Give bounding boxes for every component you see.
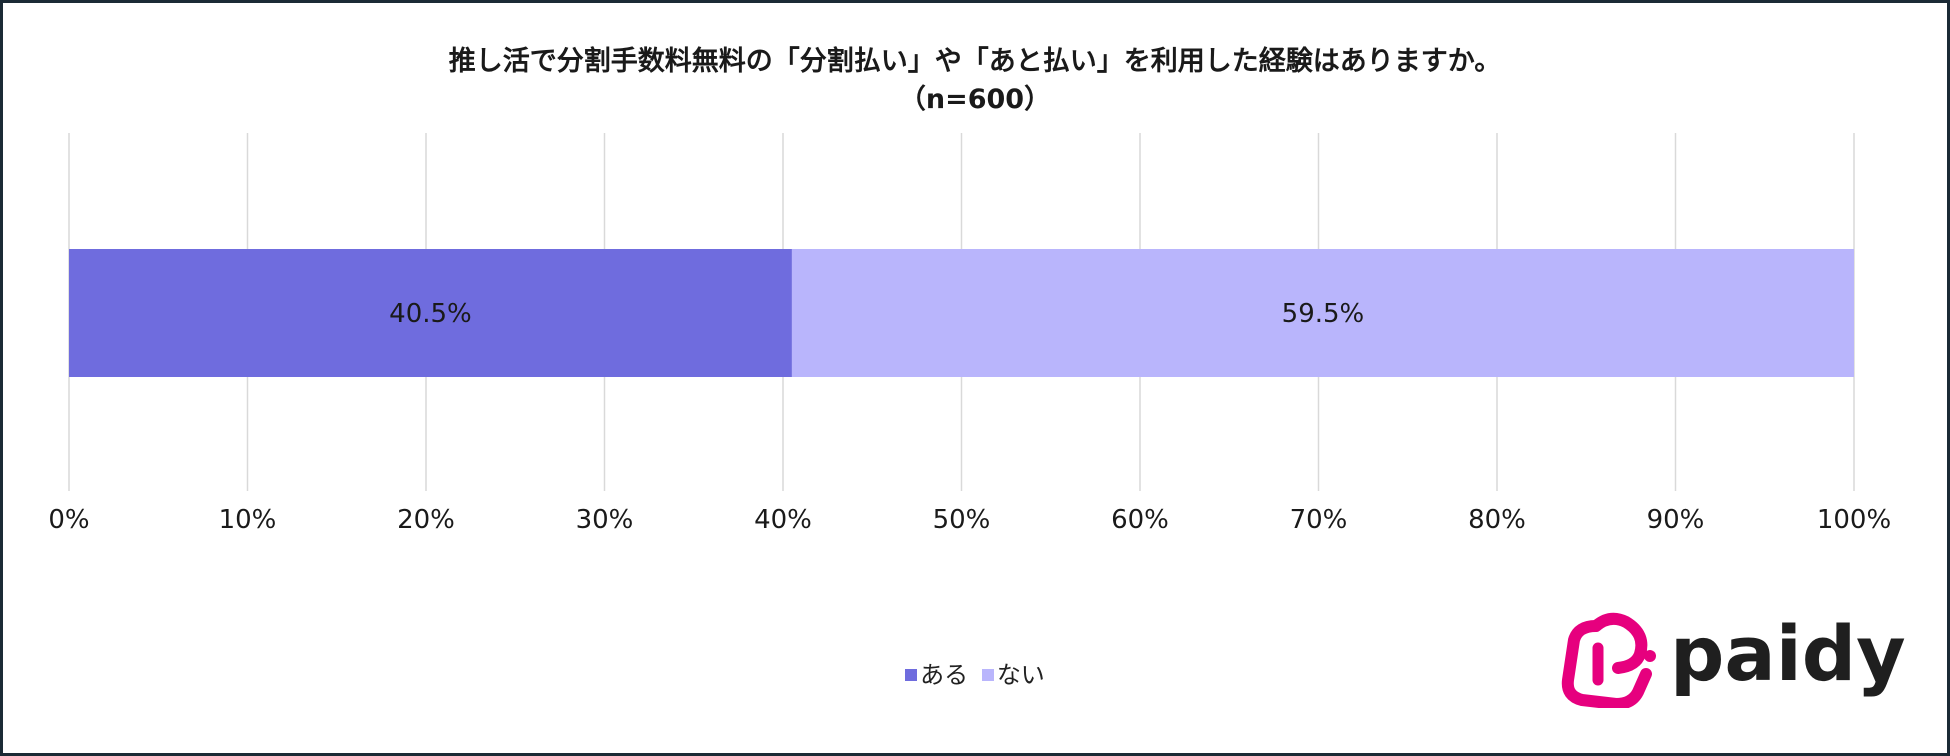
chart-title-block: 推し活で分割手数料無料の「分割払い」や「あと払い」を利用した経験はありますか。 …	[3, 43, 1947, 119]
chart-frame: 推し活で分割手数料無料の「分割払い」や「あと払い」を利用した経験はありますか。 …	[3, 3, 1947, 753]
x-tick-label-60: 60%	[1111, 505, 1169, 535]
legend-item-aru: ある	[905, 655, 968, 690]
chart-title: 推し活で分割手数料無料の「分割払い」や「あと払い」を利用した経験はありますか。	[448, 46, 1502, 77]
x-tick-label-10: 10%	[219, 505, 277, 535]
x-tick-label-70: 70%	[1290, 505, 1348, 535]
legend-label-nai: ない	[996, 661, 1045, 689]
x-tick-label-30: 30%	[576, 505, 634, 535]
legend-label-aru: ある	[920, 661, 969, 689]
x-tick-label-50: 50%	[933, 505, 991, 535]
x-tick-label-40: 40%	[754, 505, 812, 535]
paidy-logo-icon	[1561, 612, 1656, 710]
stacked-bar-chart: 40.5% 59.5% 0% 10% 20% 30% 40% 50% 60% 70% 80% 90% 1…	[48, 133, 1891, 535]
x-tick-label-0: 0%	[48, 505, 89, 535]
paidy-logo-text: paidy	[1670, 609, 1906, 698]
x-tick-label-80: 80%	[1468, 505, 1526, 535]
legend-swatch-nai	[981, 669, 994, 681]
x-tick-label-100: 100%	[1817, 505, 1891, 535]
chart-legend: ある ない	[3, 655, 1947, 690]
legend-swatch-aru	[905, 669, 918, 681]
bar-segment-1	[791, 249, 1854, 377]
x-tick-label-90: 90%	[1647, 505, 1705, 535]
data-label-0: 40.5%	[389, 299, 472, 329]
bar-segment-0	[69, 249, 792, 377]
x-tick-label-20: 20%	[397, 505, 455, 535]
paidy-logo: paidy	[1558, 608, 1918, 712]
legend-item-nai: ない	[981, 655, 1045, 690]
data-label-1: 59.5%	[1282, 299, 1365, 329]
chart-subtitle: （n=600）	[898, 84, 1052, 115]
